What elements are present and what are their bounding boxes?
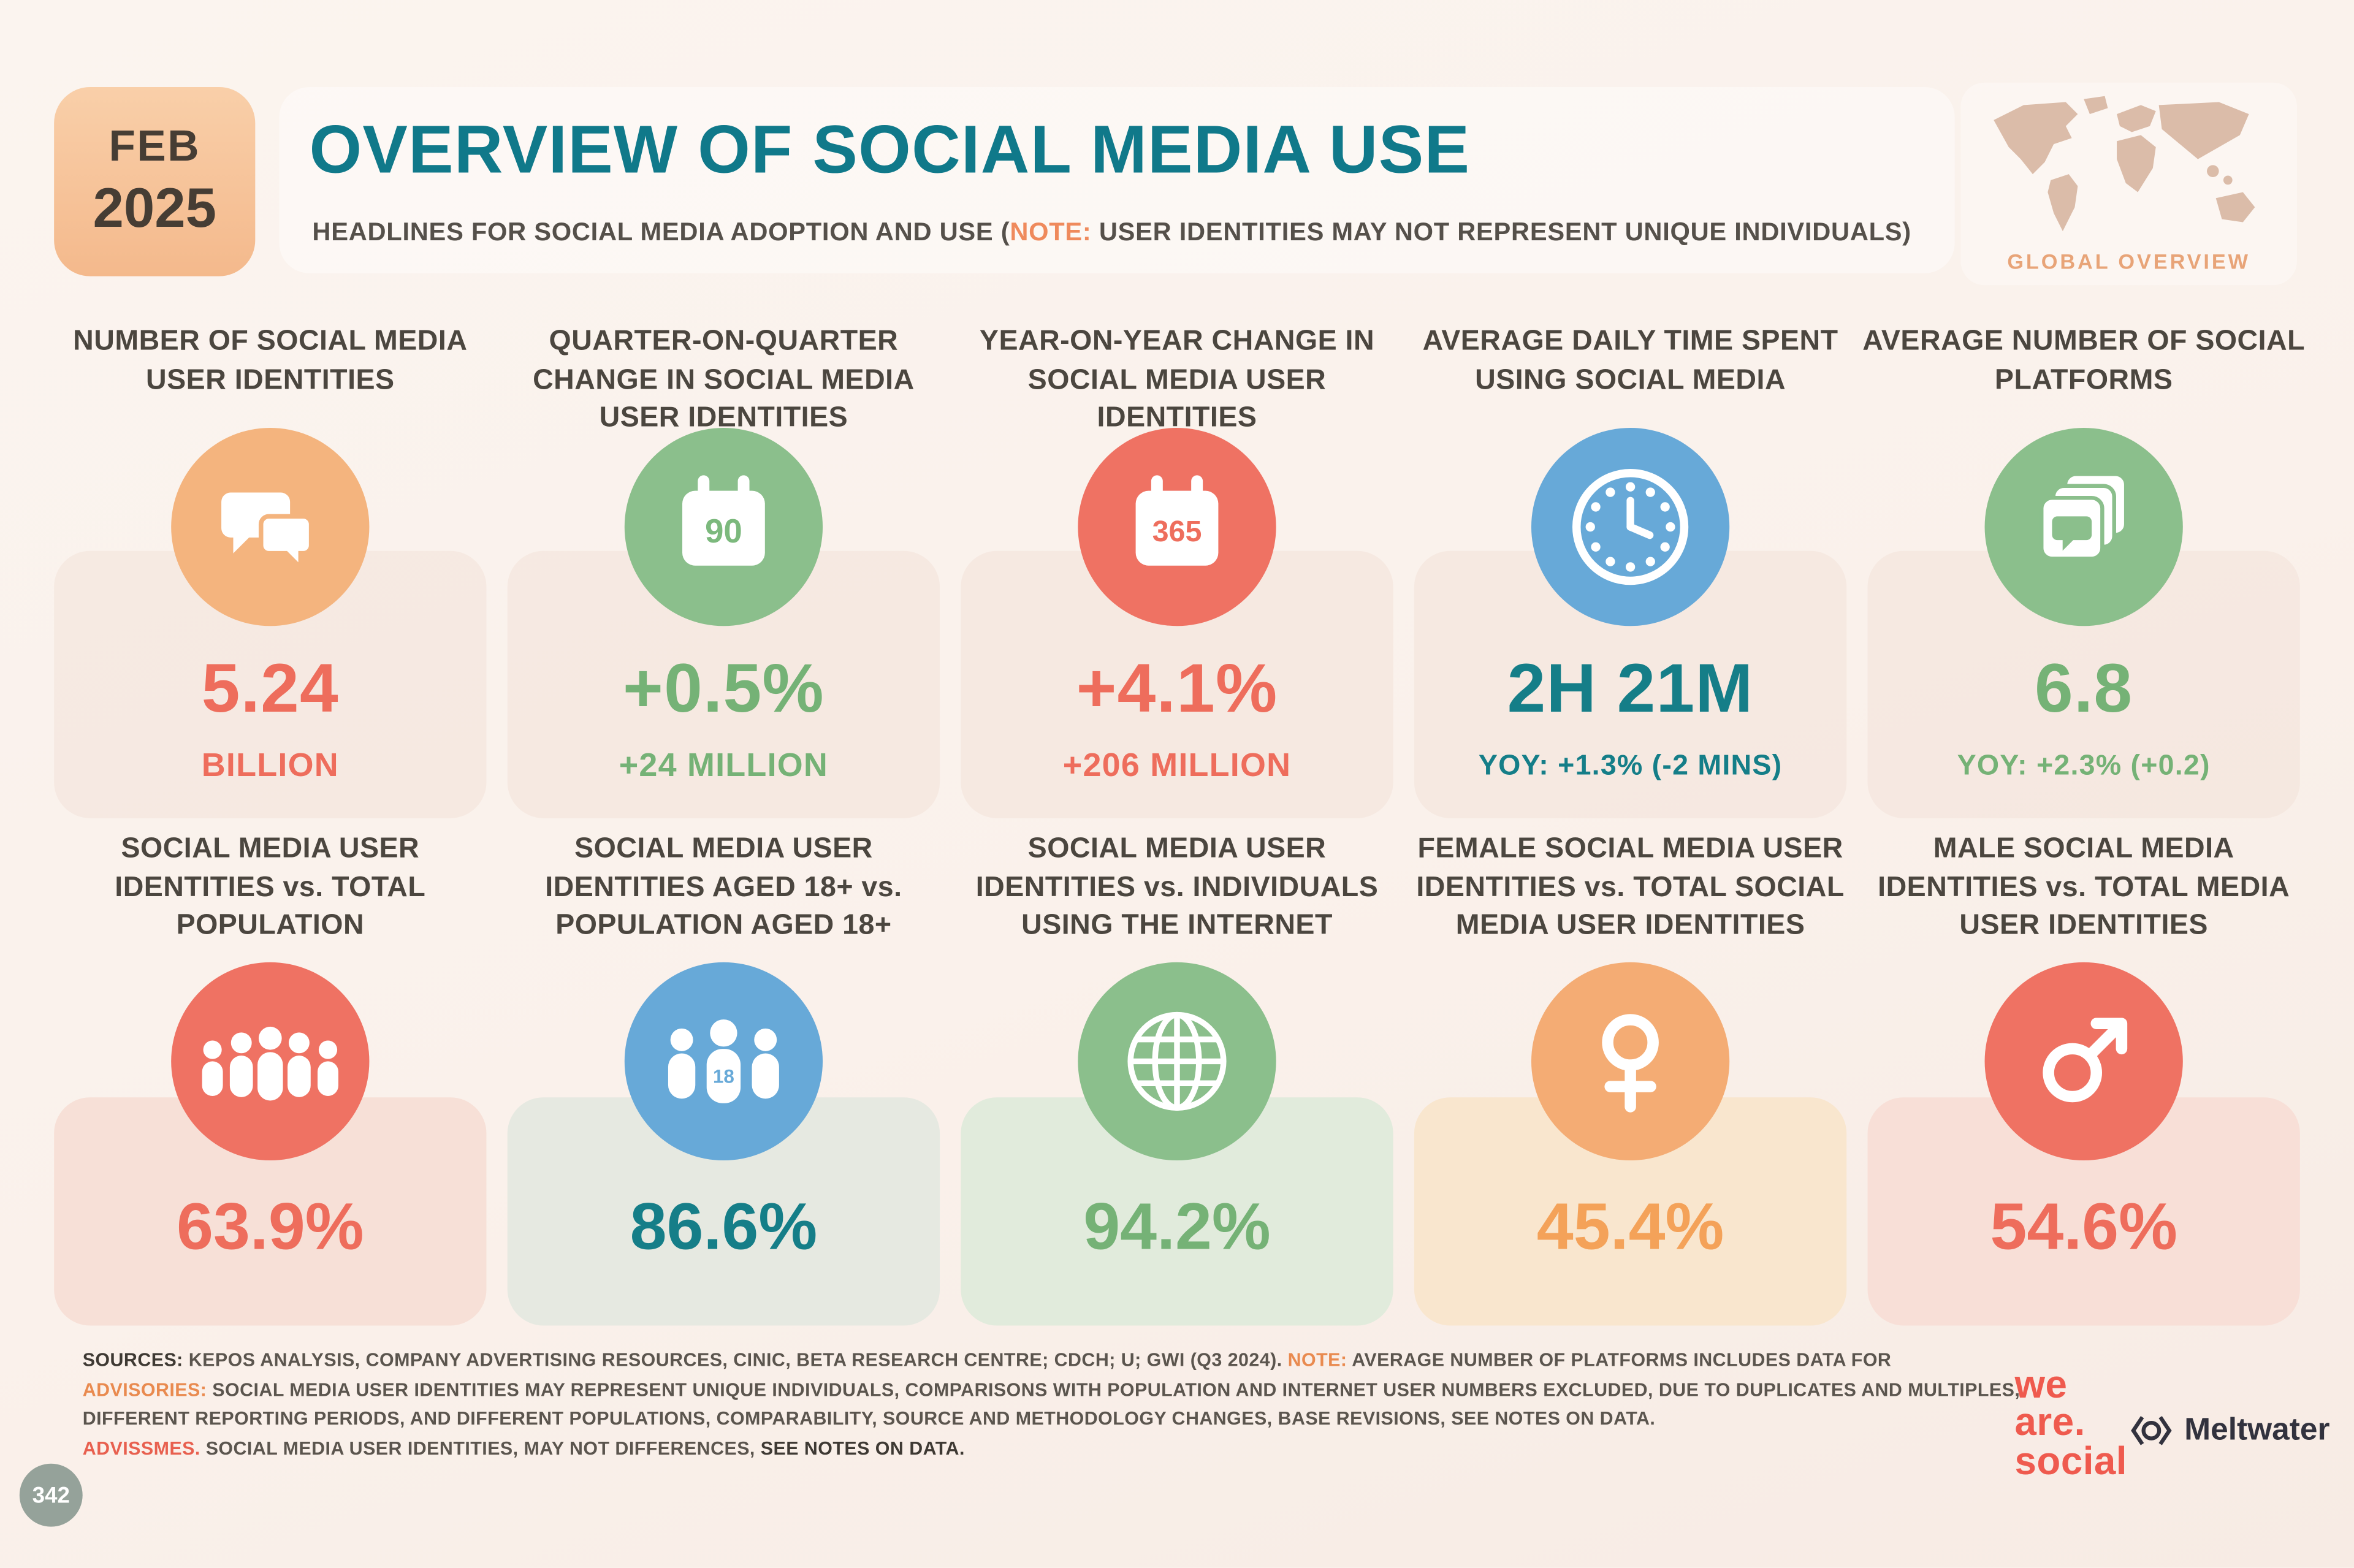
stat-value: 2H 21M [1507, 648, 1754, 727]
meltwater-icon [2131, 1416, 2172, 1445]
note-label: NOTE: [1287, 1349, 1347, 1371]
subtitle-pre: HEADLINES FOR SOCIAL MEDIA ADOPTION AND … [312, 218, 1010, 246]
header-panel [279, 87, 1955, 273]
stat-value: 6.8 [2035, 648, 2133, 727]
page-subtitle: HEADLINES FOR SOCIAL MEDIA ADOPTION AND … [312, 218, 1911, 248]
stat-value: 45.4% [1536, 1190, 1724, 1265]
logo-line: are. [2014, 1399, 2085, 1445]
stat-value: +4.1% [1076, 648, 1278, 727]
global-overview-label: GLOBAL OVERVIEW [2007, 249, 2250, 273]
calendar-365-icon: 365 [1078, 427, 1276, 626]
calendar-90-icon: 90 [624, 427, 823, 626]
stat-label: QUARTER-ON-QUARTER CHANGE IN SOCIAL MEDI… [533, 325, 915, 435]
stat-value: 94.2% [1083, 1190, 1271, 1265]
stat-card-male-share: MALE SOCIAL MEDIA IDENTITIES vs. TOTAL M… [1867, 830, 2300, 1326]
stat-value: 5.24 [201, 648, 339, 727]
calendar-badge: 365 [1152, 515, 1202, 548]
stat-card-user-identities: NUMBER OF SOCIAL MEDIA USER IDENTITIES 5… [54, 323, 487, 818]
stat-card-aged-18: SOCIAL MEDIA USER IDENTITIES AGED 18+ vs… [507, 830, 940, 1326]
subtitle-post: USER IDENTITIES MAY NOT REPRESENT UNIQUE… [1091, 218, 1911, 246]
stat-label: NUMBER OF SOCIAL MEDIA USER IDENTITIES [73, 325, 468, 396]
stats-grid: NUMBER OF SOCIAL MEDIA USER IDENTITIES 5… [54, 323, 2305, 1326]
globe-icon [1078, 962, 1276, 1161]
stat-label: MALE SOCIAL MEDIA IDENTITIES vs. TOTAL M… [1878, 833, 2290, 942]
calendar-badge: 90 [705, 512, 742, 550]
age-badge: 18 [713, 1066, 734, 1087]
logo-line: we [2014, 1361, 2068, 1407]
subtitle-note-label: NOTE: [1010, 218, 1092, 246]
stat-value: +0.5% [623, 648, 825, 727]
stat-card-platforms: AVERAGE NUMBER OF SOCIAL PLATFORMS 6.8 Y… [1862, 323, 2305, 818]
stat-card-vs-population: SOCIAL MEDIA USER IDENTITIES vs. TOTAL P… [54, 830, 487, 1326]
date-month: FEB [109, 123, 200, 172]
stat-subvalue: +24 MILLION [619, 746, 829, 784]
people-18-icon: 18 [624, 962, 823, 1161]
male-symbol-icon [1984, 962, 2183, 1161]
stat-subvalue: +206 MILLION [1062, 746, 1292, 784]
stat-value: 63.9% [177, 1190, 364, 1265]
stat-subvalue: BILLION [201, 746, 339, 784]
footer-notes: SOURCES: KEPOS ANALYSIS, COMPANY ADVERTI… [82, 1347, 2020, 1464]
sources-label: SOURCES: [82, 1349, 183, 1371]
stat-subvalue: YOY: +2.3% (+0.2) [1957, 750, 2211, 782]
social-platforms-icon [1984, 427, 2183, 626]
footer-line4-bold: SEE NOTES ON DATA. [760, 1437, 965, 1459]
stat-label: SOCIAL MEDIA USER IDENTITIES vs. TOTAL P… [115, 833, 426, 942]
stats-row-2: SOCIAL MEDIA USER IDENTITIES vs. TOTAL P… [54, 830, 2300, 1326]
stat-card-female-share: FEMALE SOCIAL MEDIA USER IDENTITIES vs. … [1414, 830, 1847, 1326]
advisories-text: SOCIAL MEDIA USER IDENTITIES MAY REPRESE… [207, 1379, 2021, 1400]
sources-text: KEPOS ANALYSIS, COMPANY ADVERTISING RESO… [183, 1349, 1288, 1371]
stat-card-yoy-change: YEAR-ON-YEAR CHANGE IN SOCIAL MEDIA USER… [961, 323, 1393, 818]
chat-bubbles-icon [171, 427, 370, 626]
clock-icon [1531, 427, 1730, 626]
stat-card-daily-time: AVERAGE DAILY TIME SPENT USING SOCIAL ME… [1414, 323, 1847, 818]
people-group-icon [171, 962, 370, 1161]
footer-line-2: ADVISORIES: SOCIAL MEDIA USER IDENTITIES… [82, 1376, 2020, 1406]
date-year: 2025 [93, 177, 217, 239]
stat-value: 54.6% [1990, 1190, 2177, 1265]
stat-card-vs-internet-users: SOCIAL MEDIA USER IDENTITIES vs. INDIVID… [961, 830, 1393, 1326]
stat-subvalue: YOY: +1.3% (-2 MINS) [1478, 750, 1783, 782]
stats-row-1: NUMBER OF SOCIAL MEDIA USER IDENTITIES 5… [54, 323, 2305, 818]
we-are-social-logo: we are. social [2014, 1361, 2128, 1483]
advisories-label: ADVISORIES: [82, 1379, 207, 1400]
page-title: OVERVIEW OF SOCIAL MEDIA USE [309, 111, 1471, 188]
footer-line4-text: SOCIAL MEDIA USER IDENTITIES, MAY NOT DI… [200, 1437, 761, 1459]
logo-line: social [2014, 1437, 2128, 1483]
world-map-svg [1994, 96, 2255, 232]
stat-label: SOCIAL MEDIA USER IDENTITIES AGED 18+ vs… [545, 833, 902, 942]
female-symbol-icon [1531, 962, 1730, 1161]
stat-value: 86.6% [630, 1190, 818, 1265]
stat-card-qoq-change: QUARTER-ON-QUARTER CHANGE IN SOCIAL MEDI… [507, 323, 940, 818]
footer-line-3: DIFFERENT REPORTING PERIODS, AND DIFFERE… [83, 1406, 1975, 1435]
stat-label: FEMALE SOCIAL MEDIA USER IDENTITIES vs. … [1416, 833, 1845, 942]
world-map-icon [1979, 93, 2279, 249]
footer-line4-label: ADVISSMES. [82, 1437, 200, 1459]
stat-label: AVERAGE NUMBER OF SOCIAL PLATFORMS [1862, 325, 2306, 396]
stat-label: SOCIAL MEDIA USER IDENTITIES vs. INDIVID… [975, 833, 1379, 942]
note-text: AVERAGE NUMBER OF PLATFORMS INCLUDES DAT… [1347, 1349, 1892, 1371]
stat-label: AVERAGE DAILY TIME SPENT USING SOCIAL ME… [1422, 325, 1838, 396]
date-badge: FEB 2025 [54, 87, 256, 276]
footer-line-1: SOURCES: KEPOS ANALYSIS, COMPANY ADVERTI… [83, 1347, 1975, 1376]
meltwater-logo: Meltwater [2129, 1412, 2330, 1448]
stat-label: YEAR-ON-YEAR CHANGE IN SOCIAL MEDIA USER… [979, 325, 1375, 435]
footer-line-4: ADVISSMES. SOCIAL MEDIA USER IDENTITIES,… [83, 1435, 1975, 1464]
meltwater-label: Meltwater [2184, 1412, 2330, 1447]
page-number-badge: 342 [19, 1463, 83, 1527]
footer-line3-text: DIFFERENT REPORTING PERIODS, AND DIFFERE… [82, 1408, 1656, 1429]
